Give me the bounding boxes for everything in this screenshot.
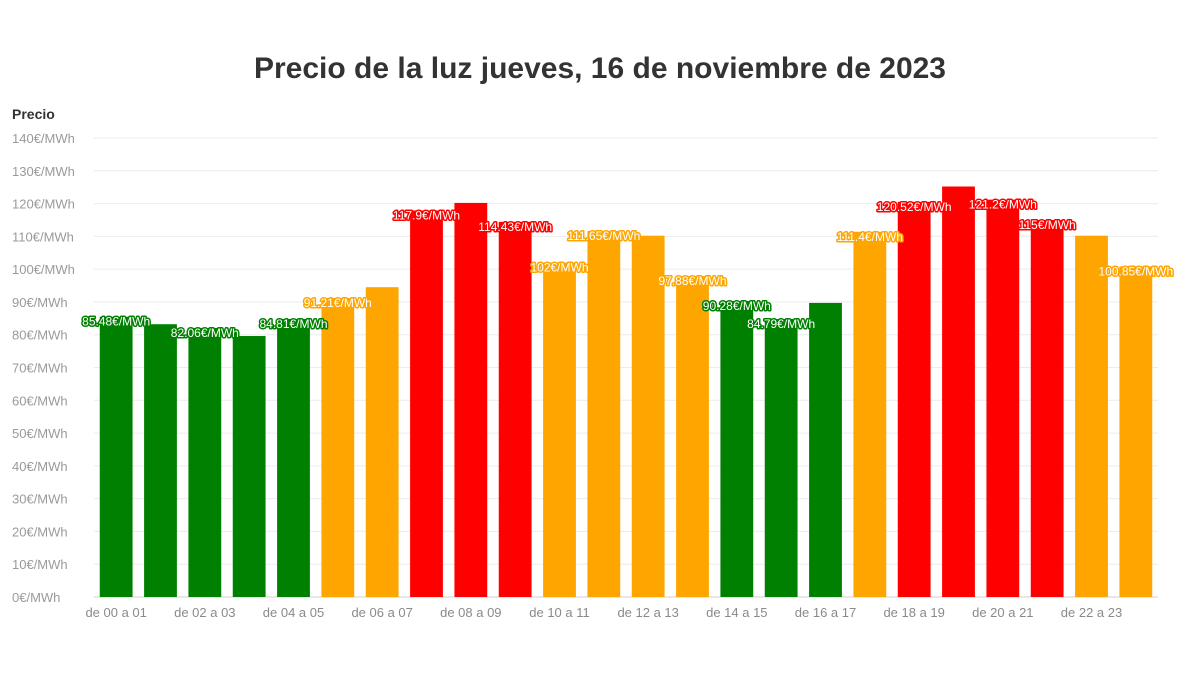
x-tick-label: de 08 a 09 xyxy=(440,605,501,620)
y-axis-ticks: 0€/MWh 10€/MWh 20€/MWh 30€/MWh 40€/MWh 50€/MW… xyxy=(12,131,75,605)
x-tick-label: de 04 a 05 xyxy=(263,605,324,620)
x-tick-label: de 02 a 03 xyxy=(174,605,235,620)
bar xyxy=(365,287,399,597)
data-label: 117.9€/MWh xyxy=(393,208,460,222)
bar xyxy=(853,231,887,597)
y-tick-label: 40€/MWh xyxy=(12,459,68,474)
y-axis-label: Precio xyxy=(12,106,55,122)
y-tick-label: 60€/MWh xyxy=(12,393,68,408)
data-label: 100.85€/MWh xyxy=(1098,264,1173,278)
y-tick-label: 10€/MWh xyxy=(12,557,68,572)
bar xyxy=(587,230,621,597)
x-tick-label: de 12 a 13 xyxy=(617,605,678,620)
data-label: 90.28€/MWh xyxy=(703,299,771,313)
bar xyxy=(676,276,709,597)
y-tick-label: 30€/MWh xyxy=(12,492,68,507)
bar xyxy=(232,336,266,597)
chart-title: Precio de la luz jueves, 16 de noviembre… xyxy=(254,52,946,85)
bar xyxy=(321,297,355,597)
data-label: 120.52€/MWh xyxy=(877,200,952,214)
bar xyxy=(631,235,665,598)
x-axis-ticks: de 00 a 01 de 02 a 03 de 04 a 05 de 06 a 07… xyxy=(85,605,1122,620)
bar xyxy=(897,201,931,597)
bars xyxy=(99,186,1153,598)
data-label: 111.4€/MWh xyxy=(837,230,903,244)
y-tick-label: 140€/MWh xyxy=(12,131,75,146)
data-label: 84.81€/MWh xyxy=(259,317,327,331)
y-tick-label: 100€/MWh xyxy=(12,262,75,277)
bar xyxy=(543,262,576,597)
data-label: 111.65€/MWh xyxy=(567,229,640,243)
data-labels: 85.48€/MWh 82.06€/MWh 84.81€/MWh 91.21€/MWh… xyxy=(81,196,1175,341)
data-label: 97.88€/MWh xyxy=(658,274,726,288)
gridlines xyxy=(94,137,1158,598)
y-tick-label: 110€/MWh xyxy=(12,229,74,244)
bar xyxy=(99,316,133,597)
y-tick-label: 70€/MWh xyxy=(12,361,68,376)
bar xyxy=(1075,235,1108,598)
x-tick-label: de 22 a 23 xyxy=(1061,605,1122,620)
data-label: 84.79€/MWh xyxy=(747,317,815,331)
y-tick-label: 50€/MWh xyxy=(12,426,68,441)
x-tick-label: de 16 a 17 xyxy=(795,605,856,620)
x-tick-label: de 14 a 15 xyxy=(706,605,767,620)
bar xyxy=(144,324,177,597)
data-label: 82.06€/MWh xyxy=(171,326,239,340)
y-tick-label: 20€/MWh xyxy=(12,524,68,539)
footer-band xyxy=(0,632,1200,675)
x-tick-label: de 20 a 21 xyxy=(972,605,1033,620)
bar xyxy=(188,327,222,597)
data-label: 91.21€/MWh xyxy=(304,296,372,310)
x-tick-label: de 06 a 07 xyxy=(351,605,412,620)
bar xyxy=(454,202,488,597)
data-label: 102€/MWh xyxy=(530,261,588,275)
data-label: 115€/MWh xyxy=(1019,218,1076,232)
y-tick-label: 130€/MWh xyxy=(12,164,75,179)
bar xyxy=(410,210,443,597)
y-tick-label: 90€/MWh xyxy=(12,295,68,310)
bar xyxy=(764,319,798,597)
x-tick-label: de 10 a 11 xyxy=(529,605,589,620)
data-label: 114.43€/MWh xyxy=(478,220,552,234)
y-tick-label: 120€/MWh xyxy=(12,197,75,212)
y-tick-label: 0€/MWh xyxy=(12,590,60,605)
bar xyxy=(498,221,532,597)
bar xyxy=(277,318,310,597)
data-label: 85.48€/MWh xyxy=(82,315,150,329)
bar xyxy=(1030,219,1064,597)
bar xyxy=(720,301,754,597)
bar xyxy=(809,302,842,597)
y-tick-label: 80€/MWh xyxy=(12,328,68,343)
bar xyxy=(986,199,1020,597)
data-label: 121.2€/MWh xyxy=(969,198,1037,212)
x-tick-label: de 00 a 01 xyxy=(85,605,146,620)
bar xyxy=(1119,266,1153,597)
x-tick-label: de 18 a 19 xyxy=(883,605,944,620)
bar xyxy=(942,186,975,597)
